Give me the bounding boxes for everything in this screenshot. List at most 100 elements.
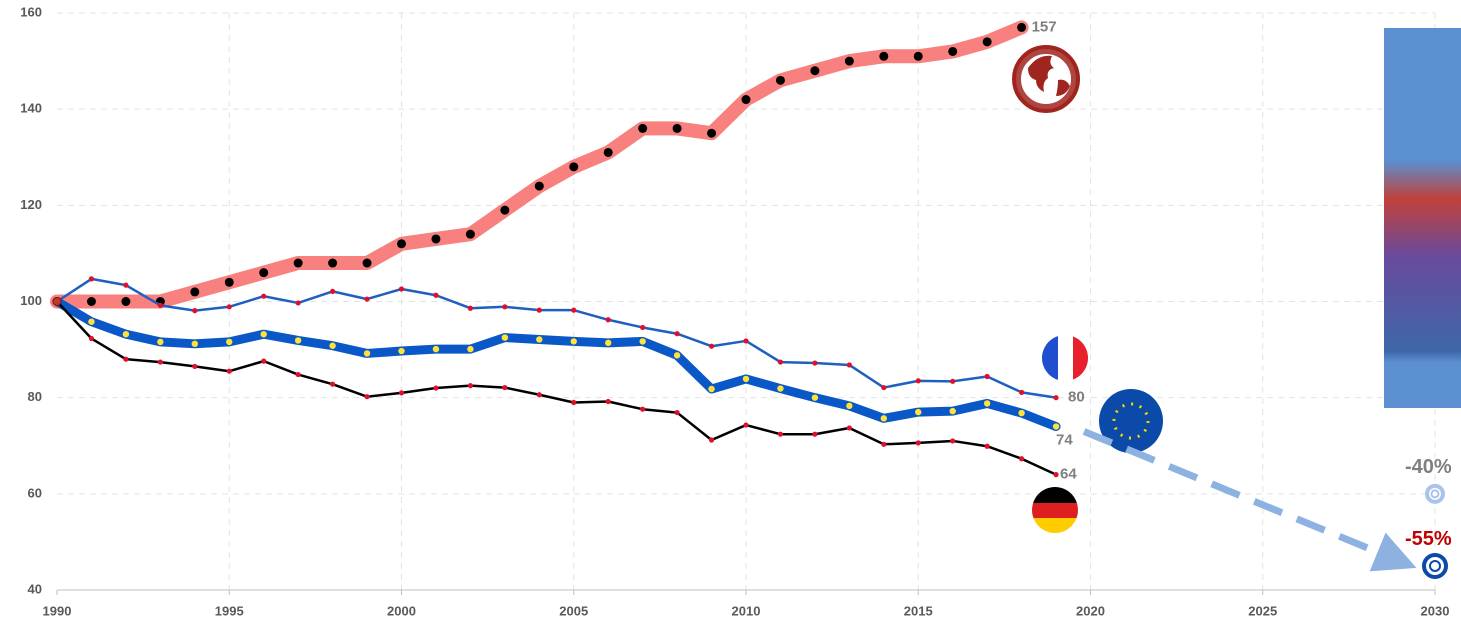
target-label: -40% xyxy=(1405,456,1452,478)
data-point xyxy=(812,394,818,400)
series: 157807464 xyxy=(53,18,1085,482)
data-point xyxy=(87,297,96,306)
data-point xyxy=(778,432,783,437)
data-point xyxy=(123,331,129,337)
series-line xyxy=(57,302,1056,427)
data-point xyxy=(433,293,438,298)
data-point xyxy=(810,66,819,75)
x-tick-label: 1990 xyxy=(43,603,72,618)
data-point xyxy=(847,362,852,367)
data-point xyxy=(914,52,923,61)
data-point xyxy=(1053,423,1059,429)
data-point xyxy=(398,348,404,354)
data-point xyxy=(467,346,473,352)
x-tick-label: 2030 xyxy=(1421,603,1450,618)
data-point xyxy=(606,399,611,404)
data-point xyxy=(329,343,335,349)
data-point xyxy=(123,357,128,362)
y-tick-label: 60 xyxy=(28,485,42,500)
data-point xyxy=(261,294,266,299)
data-point xyxy=(502,304,507,309)
data-point xyxy=(227,304,232,309)
y-tick-label: 140 xyxy=(20,101,42,116)
end-value-label: 157 xyxy=(1032,18,1057,35)
data-point xyxy=(433,346,439,352)
data-point xyxy=(605,340,611,346)
end-value-label: 64 xyxy=(1060,466,1077,483)
data-point xyxy=(158,359,163,364)
data-point xyxy=(1019,456,1024,461)
data-point xyxy=(121,297,130,306)
data-point xyxy=(296,300,301,305)
y-tick-label: 40 xyxy=(28,581,42,596)
data-point xyxy=(606,317,611,322)
series-line xyxy=(57,27,1022,301)
data-point xyxy=(571,338,577,344)
data-point xyxy=(192,308,197,313)
data-point xyxy=(261,331,267,337)
data-point xyxy=(89,276,94,281)
data-point xyxy=(192,341,198,347)
target-marker xyxy=(1424,555,1446,577)
data-point xyxy=(604,148,613,157)
target-arrow xyxy=(1084,432,1397,560)
data-point xyxy=(190,287,199,296)
data-point xyxy=(261,359,266,364)
x-tick-label: 2000 xyxy=(387,603,416,618)
x-tick-label: 2015 xyxy=(904,603,933,618)
data-point xyxy=(709,344,714,349)
data-point xyxy=(535,182,544,191)
data-point xyxy=(225,278,234,287)
data-point xyxy=(639,338,645,344)
data-point xyxy=(709,437,714,442)
target-marker xyxy=(1427,486,1443,502)
data-point xyxy=(88,318,94,324)
data-point xyxy=(330,382,335,387)
data-point xyxy=(53,298,61,306)
data-point xyxy=(1053,395,1058,400)
y-tick-label: 100 xyxy=(20,293,42,308)
x-tick-label: 2020 xyxy=(1076,603,1105,618)
data-point xyxy=(950,379,955,384)
data-point xyxy=(259,268,268,277)
data-point xyxy=(328,259,337,268)
data-point xyxy=(847,425,852,430)
data-point xyxy=(778,359,783,364)
data-point xyxy=(296,372,301,377)
data-point xyxy=(985,374,990,379)
data-point xyxy=(915,409,921,415)
data-point xyxy=(640,325,645,330)
data-point xyxy=(123,283,128,288)
data-point xyxy=(226,339,232,345)
data-point xyxy=(536,336,542,342)
data-point xyxy=(845,57,854,66)
data-point xyxy=(537,392,542,397)
data-point xyxy=(776,76,785,85)
data-point xyxy=(431,234,440,243)
series-line xyxy=(57,302,1056,475)
data-point xyxy=(571,400,576,405)
data-point xyxy=(985,444,990,449)
data-point xyxy=(743,338,748,343)
data-point xyxy=(742,95,751,104)
data-point xyxy=(399,390,404,395)
data-point xyxy=(743,422,748,427)
data-point xyxy=(879,52,888,61)
chart: 4060801001201401601990199520002005201020… xyxy=(0,0,1461,625)
data-point xyxy=(708,386,714,392)
data-point xyxy=(812,360,817,365)
data-point xyxy=(1019,390,1024,395)
data-point xyxy=(433,385,438,390)
data-point xyxy=(846,403,852,409)
data-point xyxy=(399,286,404,291)
data-point xyxy=(397,239,406,248)
target-label: -55% xyxy=(1405,528,1452,550)
data-point xyxy=(950,438,955,443)
data-point xyxy=(502,385,507,390)
data-point xyxy=(192,364,197,369)
x-tick-label: 2025 xyxy=(1248,603,1277,618)
data-point xyxy=(364,296,369,301)
data-point xyxy=(466,230,475,239)
data-point xyxy=(1017,23,1026,32)
